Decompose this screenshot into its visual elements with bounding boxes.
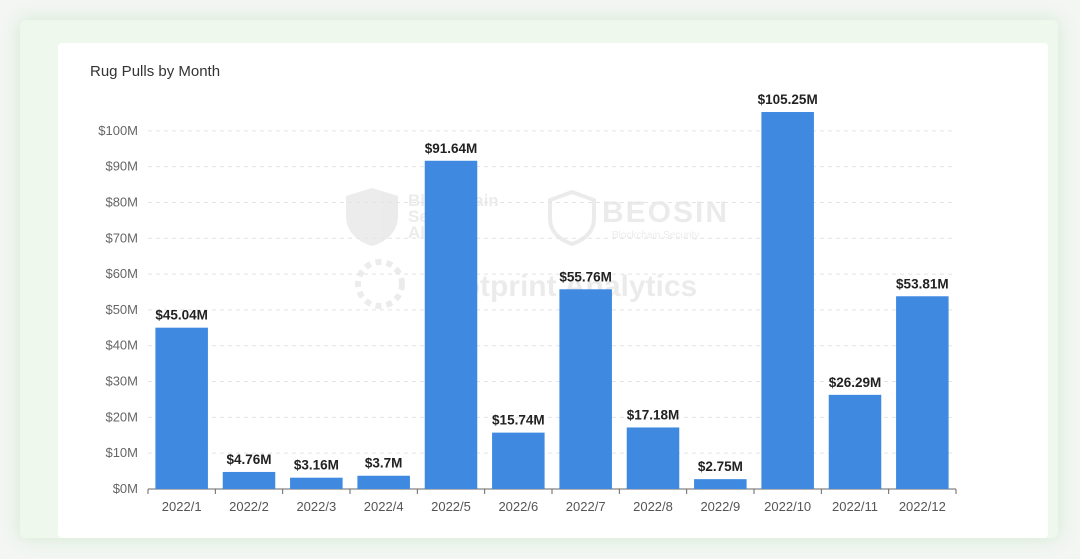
x-tick-label: 2022/8 bbox=[633, 499, 673, 514]
footprint-logo-icon bbox=[355, 259, 405, 309]
x-tick-label: 2022/12 bbox=[899, 499, 946, 514]
bar bbox=[694, 479, 747, 489]
chart-title: Rug Pulls by Month bbox=[90, 63, 221, 80]
bar-value-label: $3.16M bbox=[294, 458, 339, 473]
y-tick-label: $80M bbox=[105, 194, 138, 209]
bars-layer bbox=[155, 112, 949, 489]
bar-value-label: $26.29M bbox=[829, 375, 882, 390]
bar bbox=[896, 296, 949, 489]
bar-value-label: $2.75M bbox=[698, 459, 743, 474]
footprint-watermark: Footprint Analytics bbox=[355, 259, 697, 309]
x-tick-label: 2022/5 bbox=[431, 499, 471, 514]
bar-value-label: $53.81M bbox=[896, 276, 949, 291]
y-tick-label: $50M bbox=[105, 302, 138, 317]
labels-layer: $45.04M $4.76M $3.16M $3.7M $91.64M $15.74M $5… bbox=[155, 92, 948, 474]
y-tick-label: $30M bbox=[105, 374, 138, 389]
bar bbox=[761, 112, 814, 489]
x-tick-label: 2022/11 bbox=[832, 499, 878, 514]
bar-value-label: $15.74M bbox=[492, 413, 545, 428]
axis-layer: $0M $10M $20M $30M $40M $50M $60M $70M $80M $90M $… bbox=[98, 123, 957, 514]
bar bbox=[222, 471, 276, 489]
bar-value-label: $91.64M bbox=[425, 141, 478, 156]
y-tick-label: $70M bbox=[105, 230, 138, 245]
x-tick-label: 2022/4 bbox=[364, 499, 404, 514]
beosin-text: BEOSIN bbox=[602, 196, 729, 229]
bar-value-label: $3.7M bbox=[365, 456, 403, 471]
y-tick-label: $60M bbox=[105, 266, 138, 281]
y-tick-label: $100M bbox=[98, 123, 138, 138]
bar bbox=[357, 475, 410, 489]
bar bbox=[155, 327, 208, 489]
y-tick-label: $10M bbox=[105, 445, 138, 460]
shield-icon bbox=[346, 188, 398, 246]
x-tick-label: 2022/3 bbox=[296, 499, 336, 514]
x-tick-label: 2022/9 bbox=[700, 499, 740, 514]
bar-value-label: $45.04M bbox=[155, 308, 208, 323]
bar-value-label: $17.18M bbox=[627, 407, 680, 422]
y-tick-label: $20M bbox=[105, 409, 138, 424]
x-tick-label: 2022/1 bbox=[162, 499, 202, 514]
beosin-subtext: Blockchain Security bbox=[612, 230, 699, 241]
grid-layer bbox=[148, 130, 956, 454]
beosin-watermark: BEOSIN Blockchain Security bbox=[548, 189, 729, 247]
watermark-layer: Blockchain Security Alliance BEOSIN Bloc… bbox=[346, 188, 729, 309]
y-tick-label: $90M bbox=[105, 159, 138, 174]
beosin-shield-icon bbox=[548, 189, 596, 247]
y-tick-label: $0M bbox=[113, 481, 138, 496]
bar bbox=[492, 432, 545, 489]
y-tick-label: $40M bbox=[105, 338, 138, 353]
bar bbox=[828, 394, 882, 489]
bar bbox=[424, 160, 478, 489]
x-tick-label: 2022/6 bbox=[498, 499, 538, 514]
bar-value-label: $55.76M bbox=[559, 269, 612, 284]
x-tick-label: 2022/2 bbox=[229, 499, 269, 514]
bar-value-label: $105.25M bbox=[758, 92, 818, 107]
bar bbox=[626, 427, 680, 489]
x-tick-label: 2022/7 bbox=[566, 499, 606, 514]
chart-card bbox=[58, 43, 1048, 538]
x-tick-label: 2022/10 bbox=[764, 499, 811, 514]
bar bbox=[559, 289, 612, 489]
bar bbox=[290, 477, 343, 489]
bar-value-label: $4.76M bbox=[226, 452, 271, 467]
